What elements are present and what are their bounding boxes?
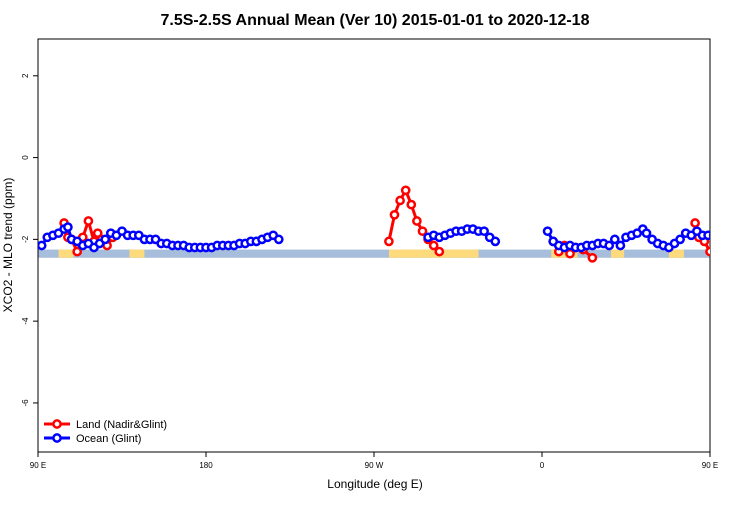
data-point-ocean <box>727 242 734 249</box>
x-tick-label: 90 E <box>702 461 718 470</box>
y-axis-label: XCO2 - MLO trend (ppm) <box>1 178 15 313</box>
land-strip <box>551 249 578 258</box>
legend-label-ocean: Ocean (Glint) <box>76 433 141 445</box>
data-point-ocean <box>733 230 740 237</box>
x-tick-label: 0 <box>540 461 545 470</box>
data-point-ocean <box>542 226 553 237</box>
land-strip <box>58 249 74 258</box>
data-point-land <box>395 195 405 206</box>
data-point-ocean <box>490 236 501 247</box>
data-point-land <box>406 199 417 210</box>
data-point-ocean <box>273 234 284 245</box>
data-point-ocean <box>615 240 626 251</box>
data-point-land <box>389 209 400 220</box>
y-tick-label: 2 <box>21 73 30 78</box>
data-point-ocean <box>604 240 615 251</box>
data-point-land <box>428 240 439 251</box>
data-point-land <box>708 234 710 241</box>
data-point-ocean <box>675 234 685 245</box>
data-point-land <box>738 234 745 241</box>
land-strip <box>611 249 625 258</box>
data-point-ocean <box>479 226 489 237</box>
x-axis-label: Longitude (deg E) <box>327 477 422 491</box>
data-point-land <box>434 246 445 257</box>
data-point-land <box>718 238 725 245</box>
y-tick-label: 0 <box>21 155 30 160</box>
data-point-ocean <box>721 238 728 245</box>
chart-title: 7.5S-2.5S Annual Mean (Ver 10) 2015-01-0… <box>161 12 590 29</box>
data-point-land <box>587 252 598 263</box>
data-point-land <box>705 246 710 257</box>
data-point-ocean <box>744 232 750 239</box>
x-tick-label: 90 E <box>30 461 46 470</box>
legend-marker-ocean <box>52 433 62 443</box>
x-tick-label: 90 W <box>365 461 384 470</box>
data-point-ocean <box>738 232 745 239</box>
data-point-ocean <box>708 232 710 239</box>
data-point-land <box>384 236 394 247</box>
data-point-ocean <box>38 240 47 251</box>
data-point-land <box>734 244 741 251</box>
data-point-land <box>729 240 736 247</box>
data-point-land <box>72 246 83 257</box>
ocean-strip <box>38 249 710 258</box>
data-point-ocean <box>716 236 723 243</box>
data-point-ocean <box>703 230 710 241</box>
land-strip <box>668 249 684 258</box>
data-point-land <box>400 185 411 196</box>
data-point-ocean <box>609 234 620 245</box>
data-point-ocean <box>100 234 111 245</box>
land-strip <box>129 249 145 258</box>
data-point-land <box>417 226 428 237</box>
land-strip <box>388 249 479 258</box>
data-point-land <box>412 216 422 226</box>
y-tick-label: -6 <box>21 399 30 407</box>
data-point-land <box>690 218 700 228</box>
series-group <box>38 185 750 263</box>
data-point-ocean <box>641 228 652 239</box>
legend-marker-land <box>52 419 62 429</box>
data-point-ocean <box>63 222 73 232</box>
y-tick-label: -4 <box>21 317 30 325</box>
legend-label-land: Land (Nadir&Glint) <box>76 419 167 431</box>
data-point-land <box>83 216 94 226</box>
y-tick-label: -2 <box>21 235 30 243</box>
legend: Land (Nadir&Glint) Ocean (Glint) <box>44 419 167 445</box>
x-tick-label: 180 <box>199 461 213 470</box>
data-point-land <box>714 217 721 224</box>
plot-area: 90 E 180 90 W 0 90 E -6 -4 -2 0 2 <box>21 38 750 470</box>
data-point-land <box>723 232 730 239</box>
